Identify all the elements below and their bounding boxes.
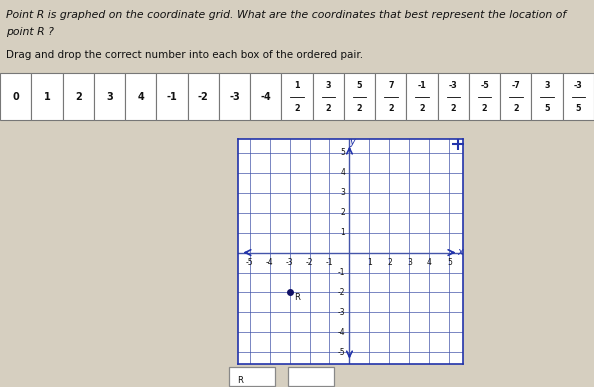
Text: x: x — [457, 247, 463, 257]
Text: -4: -4 — [260, 92, 271, 102]
FancyBboxPatch shape — [563, 74, 594, 120]
Text: -1: -1 — [166, 92, 178, 102]
Text: R: R — [295, 293, 301, 303]
FancyBboxPatch shape — [406, 74, 438, 120]
Text: point R ?: point R ? — [6, 27, 54, 37]
Text: -3: -3 — [449, 81, 458, 91]
Text: 7: 7 — [388, 81, 394, 91]
FancyBboxPatch shape — [250, 74, 282, 120]
Text: y: y — [349, 137, 355, 147]
Text: -3: -3 — [229, 92, 240, 102]
Text: -3: -3 — [286, 258, 293, 267]
Text: R: R — [238, 376, 244, 385]
FancyBboxPatch shape — [188, 74, 219, 120]
Text: 5: 5 — [340, 148, 345, 157]
FancyBboxPatch shape — [289, 367, 334, 386]
Text: -2: -2 — [306, 258, 313, 267]
Text: 5: 5 — [544, 104, 550, 113]
Text: 0: 0 — [12, 92, 19, 102]
Text: Drag and drop the correct number into each box of the ordered pair.: Drag and drop the correct number into ea… — [6, 50, 363, 60]
FancyBboxPatch shape — [229, 367, 274, 386]
FancyBboxPatch shape — [438, 74, 469, 120]
FancyBboxPatch shape — [219, 74, 250, 120]
Text: -5: -5 — [480, 81, 489, 91]
Text: 5: 5 — [576, 104, 581, 113]
Text: -5: -5 — [337, 348, 345, 357]
Text: -1: -1 — [337, 268, 345, 277]
Text: 1: 1 — [294, 81, 300, 91]
Text: 1: 1 — [367, 258, 372, 267]
Text: 4: 4 — [427, 258, 432, 267]
FancyBboxPatch shape — [31, 74, 62, 120]
Text: 2: 2 — [387, 258, 392, 267]
FancyBboxPatch shape — [344, 74, 375, 120]
FancyBboxPatch shape — [94, 74, 125, 120]
FancyBboxPatch shape — [500, 74, 532, 120]
Text: 5: 5 — [447, 258, 452, 267]
Text: -4: -4 — [266, 258, 273, 267]
Text: 4: 4 — [137, 92, 144, 102]
FancyBboxPatch shape — [375, 74, 406, 120]
Text: -4: -4 — [337, 328, 345, 337]
Text: 2: 2 — [340, 208, 345, 217]
Text: Point R is graphed on the coordinate grid. What are the coordinates that best re: Point R is graphed on the coordinate gri… — [6, 10, 566, 20]
FancyBboxPatch shape — [0, 74, 31, 120]
Text: 2: 2 — [513, 104, 519, 113]
Text: -3: -3 — [574, 81, 583, 91]
Text: 2: 2 — [75, 92, 81, 102]
Text: 1: 1 — [43, 92, 50, 102]
Text: -3: -3 — [337, 308, 345, 317]
Text: 5: 5 — [357, 81, 362, 91]
FancyBboxPatch shape — [125, 74, 156, 120]
Text: 4: 4 — [340, 168, 345, 177]
Text: 2: 2 — [294, 104, 300, 113]
Text: -5: -5 — [246, 258, 254, 267]
Text: 3: 3 — [544, 81, 550, 91]
Text: 1: 1 — [340, 228, 345, 237]
Text: 3: 3 — [407, 258, 412, 267]
Text: 2: 2 — [326, 104, 331, 113]
Text: 3: 3 — [106, 92, 113, 102]
FancyBboxPatch shape — [532, 74, 563, 120]
Text: -1: -1 — [326, 258, 333, 267]
Text: 2: 2 — [388, 104, 394, 113]
Text: 2: 2 — [482, 104, 488, 113]
FancyBboxPatch shape — [312, 74, 344, 120]
Text: -7: -7 — [511, 81, 520, 91]
Text: 2: 2 — [419, 104, 425, 113]
FancyBboxPatch shape — [156, 74, 188, 120]
Text: 2: 2 — [450, 104, 456, 113]
Text: 3: 3 — [326, 81, 331, 91]
Text: 3: 3 — [340, 188, 345, 197]
FancyBboxPatch shape — [62, 74, 94, 120]
FancyBboxPatch shape — [282, 74, 312, 120]
Text: -2: -2 — [337, 288, 345, 297]
Text: 2: 2 — [357, 104, 362, 113]
Text: -2: -2 — [198, 92, 208, 102]
FancyBboxPatch shape — [469, 74, 500, 120]
Text: -1: -1 — [418, 81, 426, 91]
